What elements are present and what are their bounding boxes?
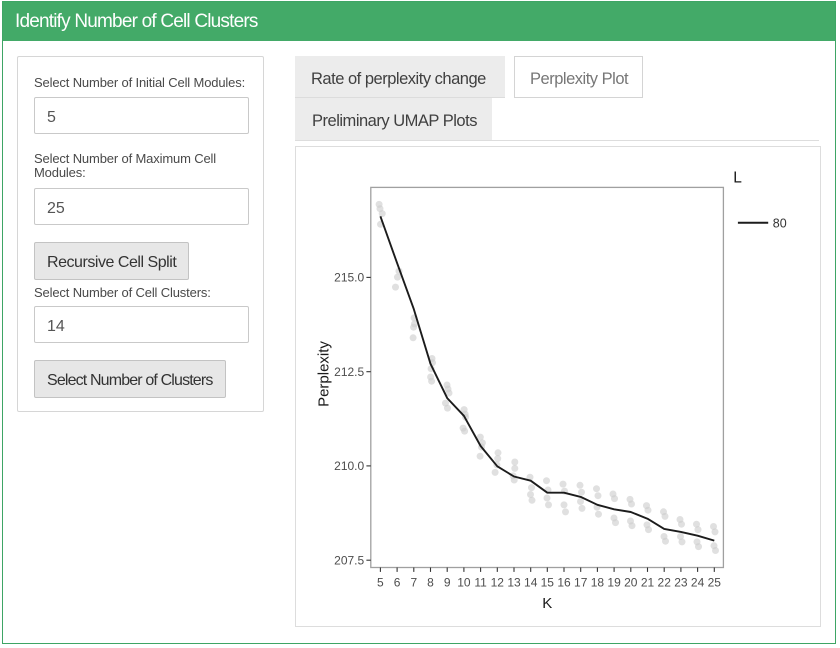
svg-text:10: 10 (457, 576, 471, 590)
svg-text:11: 11 (474, 576, 487, 590)
svg-text:21: 21 (641, 576, 655, 590)
svg-text:15: 15 (541, 576, 555, 590)
svg-text:8: 8 (427, 576, 434, 590)
svg-text:K: K (542, 595, 552, 612)
svg-text:23: 23 (674, 576, 688, 590)
svg-text:L: L (733, 170, 742, 187)
svg-text:22: 22 (658, 576, 672, 590)
svg-text:19: 19 (607, 576, 621, 590)
svg-text:16: 16 (557, 576, 571, 590)
svg-text:7: 7 (410, 576, 417, 590)
svg-text:5: 5 (377, 576, 384, 590)
svg-text:17: 17 (574, 576, 588, 590)
svg-text:24: 24 (691, 576, 705, 590)
svg-text:6: 6 (394, 576, 401, 590)
svg-text:12: 12 (491, 576, 505, 590)
svg-text:25: 25 (708, 576, 722, 590)
svg-text:18: 18 (591, 576, 605, 590)
svg-text:212.5: 212.5 (334, 365, 364, 379)
svg-text:207.5: 207.5 (334, 553, 364, 567)
svg-text:9: 9 (444, 576, 451, 590)
svg-text:14: 14 (524, 576, 538, 590)
svg-text:Perplexity: Perplexity (316, 341, 333, 407)
svg-text:20: 20 (624, 576, 638, 590)
svg-text:215.0: 215.0 (334, 271, 364, 285)
svg-text:13: 13 (507, 576, 521, 590)
svg-text:210.0: 210.0 (334, 459, 364, 473)
svg-text:80: 80 (773, 216, 787, 230)
